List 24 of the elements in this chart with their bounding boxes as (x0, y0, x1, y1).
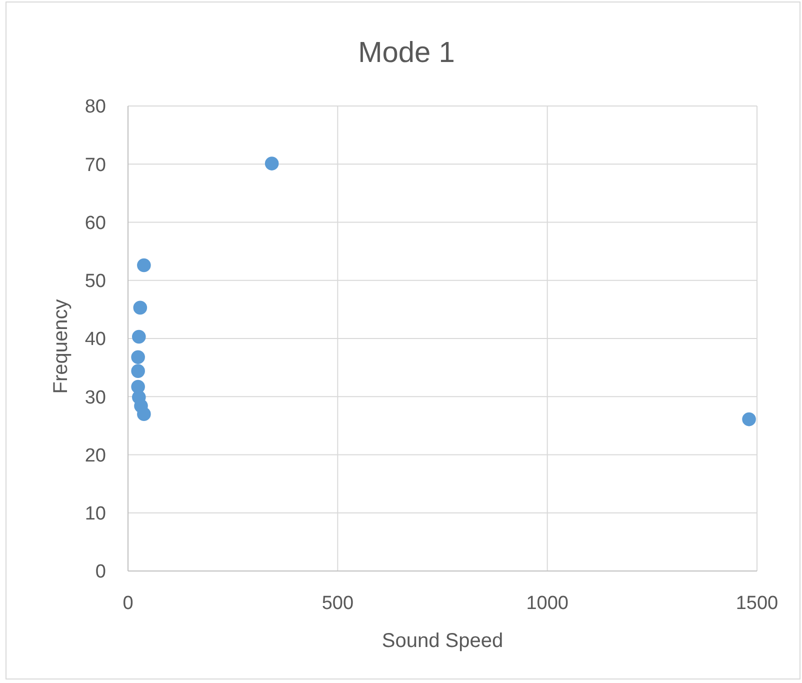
y-axis-title: Frequency (50, 299, 72, 394)
x-tick-label: 500 (322, 593, 354, 614)
point (131, 364, 145, 378)
point (131, 350, 145, 364)
y-tick-label: 80 (84, 96, 106, 118)
x-tick-label: 1000 (526, 593, 568, 614)
y-tick-label: 10 (84, 504, 106, 525)
y-tick-label: 50 (84, 271, 106, 292)
x-tick-label: 0 (122, 593, 134, 614)
point (137, 407, 151, 421)
y-tick-label: 30 (84, 387, 106, 408)
chart-title: Mode 1 (358, 37, 455, 69)
point (137, 258, 151, 272)
x-tick-label: 1500 (736, 593, 778, 614)
y-tick-label: 60 (84, 212, 106, 234)
y-tick-label: 40 (84, 329, 106, 350)
x-axis-title: Sound Speed (382, 630, 504, 652)
point (264, 156, 279, 170)
point (132, 330, 146, 344)
y-tick-label: 20 (84, 445, 106, 466)
y-tick-label: 70 (84, 154, 106, 176)
point (742, 412, 756, 426)
y-tick-label: 0 (95, 562, 106, 583)
point (133, 300, 148, 315)
